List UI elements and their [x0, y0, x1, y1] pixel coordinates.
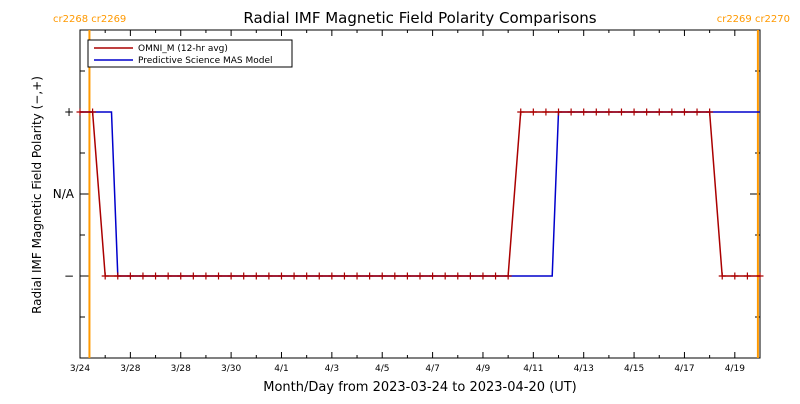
series-point — [76, 108, 84, 116]
series-point — [303, 272, 311, 280]
series-point — [605, 108, 613, 116]
series-point — [340, 272, 348, 280]
series-point — [655, 108, 663, 116]
series-point — [139, 272, 147, 280]
ticks-layer: 3/24 3/28 3/28 3/30 4/1 4/3 4/5 4/7 4/9 4/11 4/13 4… — [53, 30, 760, 374]
series-point — [328, 272, 336, 280]
series-point — [731, 272, 739, 280]
series-point — [504, 272, 512, 280]
series-point — [101, 272, 109, 280]
series-point — [555, 108, 563, 116]
x-tick-label: 4/19 — [725, 364, 745, 374]
x-tick-label: 3/28 — [171, 364, 191, 374]
series-point — [416, 272, 424, 280]
series-point — [353, 272, 361, 280]
series-point — [706, 108, 714, 116]
series-point — [466, 272, 474, 280]
series-point — [693, 108, 701, 116]
series-point — [265, 272, 273, 280]
series-point — [164, 272, 172, 280]
series-point — [391, 272, 399, 280]
series-point — [680, 108, 688, 116]
series-point — [643, 108, 651, 116]
x-tick-label: 4/9 — [476, 364, 491, 374]
series-point — [315, 272, 323, 280]
carrington-label: cr2268 cr2269 — [53, 14, 126, 25]
chart-title: Radial IMF Magnetic Field Polarity Compa… — [243, 9, 596, 27]
legend-box — [87, 39, 293, 68]
legend-label-omni: OMNI_M (12-hr avg) — [138, 44, 228, 54]
series-point — [429, 272, 437, 280]
series-point — [668, 108, 676, 116]
y-tick-label: + — [64, 105, 74, 119]
x-tick-label: 4/11 — [523, 364, 543, 374]
series-point — [252, 272, 260, 280]
x-tick-label: 4/7 — [425, 364, 439, 374]
series-point — [479, 272, 487, 280]
series-point — [743, 272, 751, 280]
y-tick-label: − — [64, 269, 74, 283]
series-point — [152, 272, 160, 280]
x-tick-label: 4/15 — [624, 364, 644, 374]
y-tick-label: N/A — [53, 187, 75, 201]
series-point — [177, 272, 185, 280]
x-tick-label: 3/28 — [120, 364, 140, 374]
series-point — [227, 272, 235, 280]
series-layer — [76, 108, 764, 280]
series-point — [215, 272, 223, 280]
carrington-label: cr2269 cr2270 — [717, 14, 790, 25]
series-point — [580, 108, 588, 116]
legend-label-mas: Predictive Science MAS Model — [138, 56, 273, 66]
x-axis-label: Month/Day from 2023-03-24 to 2023-04-20 … — [263, 380, 576, 395]
series-point — [454, 272, 462, 280]
series-point — [441, 272, 449, 280]
series-point — [378, 272, 386, 280]
series-point — [542, 108, 550, 116]
series-point — [630, 108, 638, 116]
x-tick-label: 3/24 — [70, 364, 90, 374]
series-point — [240, 272, 248, 280]
x-tick-label: 4/13 — [574, 364, 594, 374]
series-point — [290, 272, 298, 280]
series-point — [189, 272, 197, 280]
series-point — [617, 108, 625, 116]
legend: OMNI_M (12-hr avg) Predictive Science MA… — [87, 39, 293, 68]
series-point — [366, 272, 374, 280]
x-tick-label: 4/5 — [375, 364, 389, 374]
series-point — [718, 272, 726, 280]
carrington-markers: cr2268 cr2269 cr2269 cr2270 — [53, 14, 790, 358]
x-tick-label: 3/30 — [221, 364, 241, 374]
series-point — [492, 272, 500, 280]
series-point — [567, 108, 575, 116]
series-point — [592, 108, 600, 116]
y-axis-label: Radial IMF Magnetic Field Polarity (−,+) — [30, 76, 44, 314]
series-point — [403, 272, 411, 280]
series-point — [202, 272, 210, 280]
x-tick-label: 4/3 — [325, 364, 339, 374]
x-tick-label: 4/1 — [274, 364, 288, 374]
series-point — [756, 272, 764, 280]
series-point — [517, 108, 525, 116]
series-point — [277, 272, 285, 280]
series-point — [89, 108, 97, 116]
x-tick-label: 4/17 — [674, 364, 694, 374]
series-point — [529, 108, 537, 116]
series-point — [114, 272, 122, 280]
series-point — [126, 272, 134, 280]
